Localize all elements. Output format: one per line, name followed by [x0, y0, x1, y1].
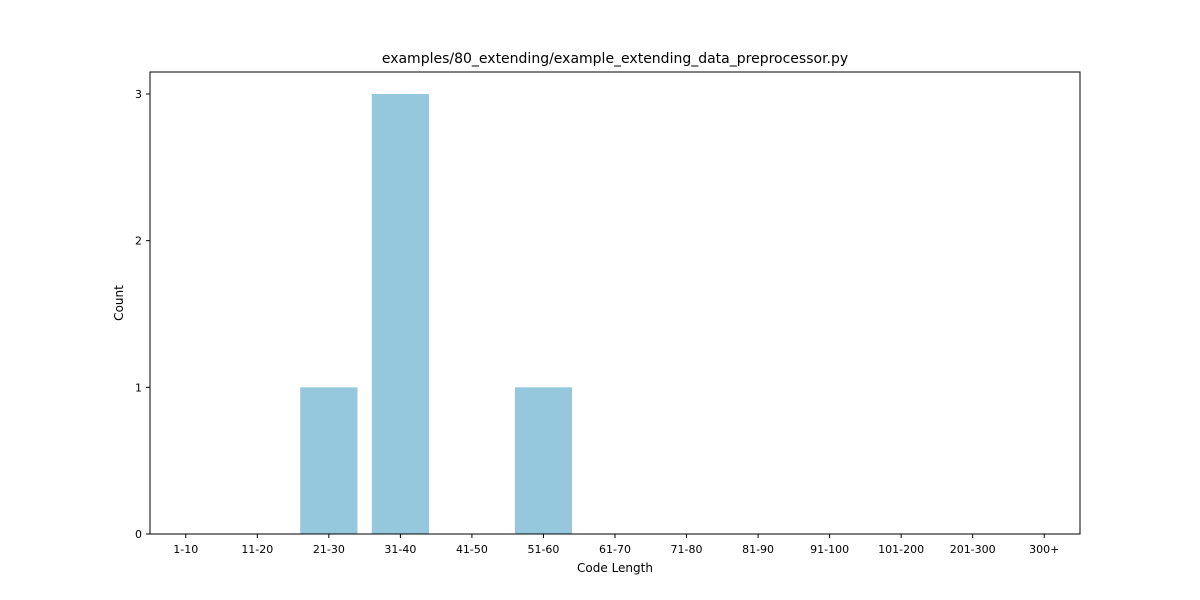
bar-21-30: [300, 387, 358, 534]
bar-31-40: [371, 94, 429, 534]
y-tick-label: 0: [135, 528, 142, 541]
x-tick-label: 101-200: [878, 543, 924, 556]
x-tick-label: 61-70: [599, 543, 631, 556]
chart-title: examples/80_extending/example_extending_…: [382, 51, 848, 67]
bars-group: [300, 94, 573, 534]
x-tick-label: 41-50: [456, 543, 488, 556]
x-tick-label: 1-10: [173, 543, 198, 556]
x-tick-label: 21-30: [313, 543, 345, 556]
y-tick-label: 2: [135, 235, 142, 248]
x-tick-label: 91-100: [810, 543, 849, 556]
y-axis-label: Count: [112, 285, 126, 321]
y-tick-label: 3: [135, 88, 142, 101]
bar-51-60: [514, 387, 573, 534]
plot-frame: [149, 71, 1081, 535]
x-tick-label: 71-80: [671, 543, 703, 556]
x-tick-label: 51-60: [527, 543, 559, 556]
x-tick-label: 31-40: [384, 543, 416, 556]
y-axis: 0 1 2 3: [135, 88, 150, 541]
x-axis: 1-10 11-20 21-30 31-40 41-50 51-60 61-70 71-80 8…: [173, 534, 1059, 556]
x-axis-label: Code Length: [577, 561, 653, 575]
x-tick-label: 201-300: [950, 543, 996, 556]
x-tick-label: 81-90: [742, 543, 774, 556]
x-tick-label: 11-20: [241, 543, 273, 556]
x-tick-label: 300+: [1029, 543, 1059, 556]
y-tick-label: 1: [135, 381, 142, 394]
